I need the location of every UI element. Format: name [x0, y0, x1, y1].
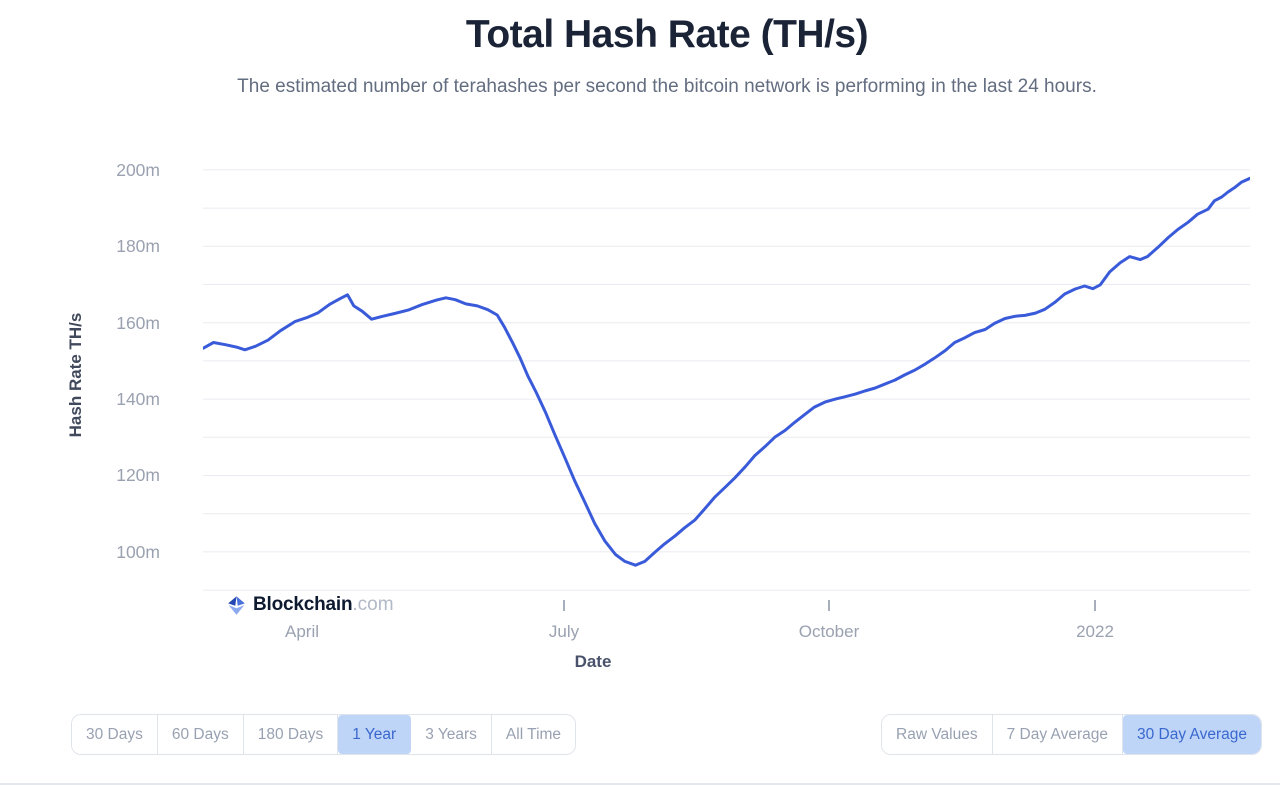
- mode-button-30-day-average[interactable]: 30 Day Average: [1122, 715, 1261, 754]
- mode-button-raw-values[interactable]: Raw Values: [882, 715, 993, 754]
- hashrate-chart-plot[interactable]: [203, 150, 1250, 595]
- value-mode-button-group: Raw Values 7 Day Average 30 Day Average: [881, 714, 1262, 755]
- x-tick-label: July: [548, 622, 580, 641]
- y-tick-label: 180m: [116, 236, 160, 256]
- y-tick-label: 140m: [116, 389, 160, 409]
- page-title: Total Hash Rate (TH/s): [465, 13, 869, 56]
- blockchain-watermark: Blockchain.com: [226, 594, 394, 616]
- blockchain-logo-icon: [228, 595, 245, 615]
- x-axis-title: Date: [574, 652, 612, 671]
- y-tick-label: 100m: [116, 542, 160, 562]
- x-tick-mark: [828, 600, 830, 611]
- x-tick-label: April: [284, 622, 320, 641]
- page-subtitle: The estimated number of terahashes per s…: [237, 76, 1097, 97]
- hashrate-line-series: [203, 176, 1250, 567]
- y-tick-label: 160m: [116, 313, 160, 333]
- x-tick-label: 2022: [1076, 622, 1114, 641]
- x-tick-mark: [563, 600, 565, 611]
- watermark-brand: Blockchain: [253, 594, 353, 615]
- range-button-30-days[interactable]: 30 Days: [72, 715, 158, 754]
- y-tick-label: 120m: [116, 465, 160, 485]
- range-button-180-days[interactable]: 180 Days: [243, 715, 339, 754]
- time-range-button-group: 30 Days 60 Days 180 Days 1 Year 3 Years All T…: [71, 714, 577, 755]
- range-button-60-days[interactable]: 60 Days: [157, 715, 244, 754]
- range-button-1-year[interactable]: 1 Year: [338, 715, 412, 754]
- x-tick-label: October: [798, 622, 860, 641]
- y-axis-title: Hash Rate TH/s: [66, 312, 85, 438]
- watermark-brand-suffix: .com: [352, 594, 394, 615]
- range-button-3-years[interactable]: 3 Years: [411, 715, 492, 754]
- y-tick-label: 200m: [116, 160, 160, 180]
- mode-button-7-day-average[interactable]: 7 Day Average: [992, 715, 1123, 754]
- x-tick-mark: [1094, 600, 1096, 611]
- bottom-divider: [0, 783, 1280, 785]
- range-button-all-time[interactable]: All Time: [491, 715, 576, 754]
